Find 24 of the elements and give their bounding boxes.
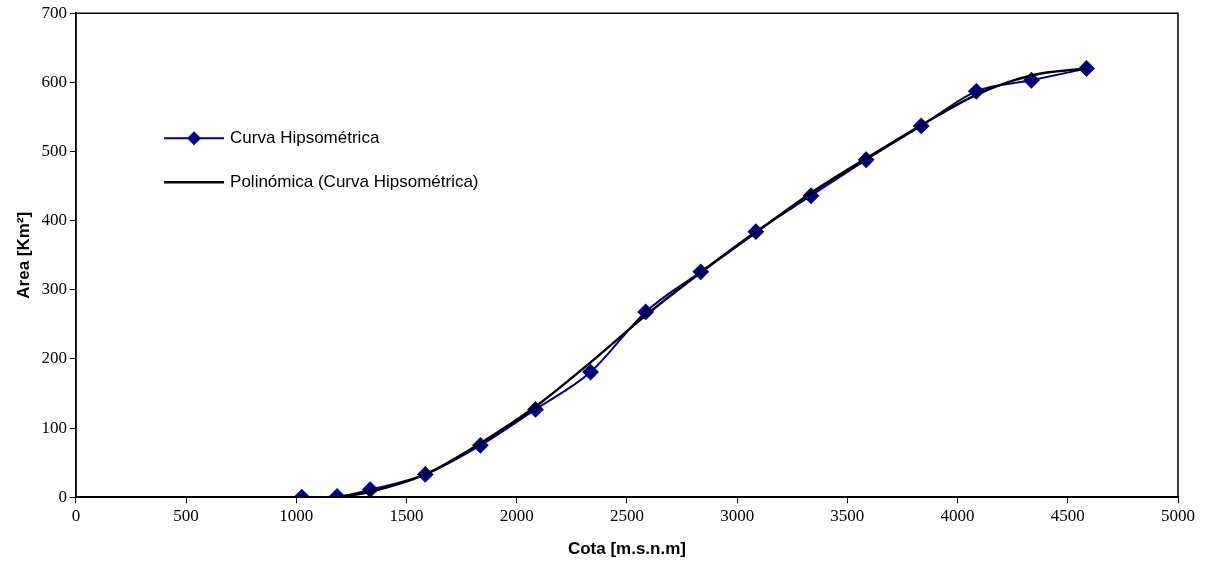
x-tick-label: 4500 bbox=[1050, 505, 1085, 525]
x-axis-title: Cota [m.s.n.m] bbox=[567, 539, 686, 559]
legend-label: Curva Hipsométrica bbox=[230, 128, 380, 148]
x-tick-label: 500 bbox=[173, 505, 199, 525]
x-tick-label: 1000 bbox=[279, 505, 314, 525]
x-tick-label: 1500 bbox=[389, 505, 424, 525]
x-tick-label: 2500 bbox=[609, 505, 644, 525]
y-tick-label: 500 bbox=[41, 140, 67, 160]
y-axis-title: Area [Km²] bbox=[13, 211, 33, 299]
y-tick-label: 400 bbox=[41, 210, 67, 230]
x-tick-label: 4000 bbox=[940, 505, 975, 525]
y-tick-label: 200 bbox=[41, 348, 67, 368]
x-tick-label: 3000 bbox=[720, 505, 755, 525]
y-tick-label: 300 bbox=[41, 279, 67, 299]
legend-label: Polinómica (Curva Hipsométrica) bbox=[230, 172, 479, 192]
point bbox=[582, 364, 599, 381]
x-tick-label: 0 bbox=[71, 505, 81, 525]
y-tick-label: 600 bbox=[41, 71, 67, 91]
x-tick-label: 5000 bbox=[1161, 505, 1195, 525]
x-tick-label: 2000 bbox=[499, 505, 534, 525]
y-tick-label: 0 bbox=[58, 486, 67, 506]
y-tick-label: 100 bbox=[41, 417, 67, 437]
y-tick-label: 700 bbox=[41, 2, 67, 22]
x-tick-label: 3500 bbox=[830, 505, 865, 525]
